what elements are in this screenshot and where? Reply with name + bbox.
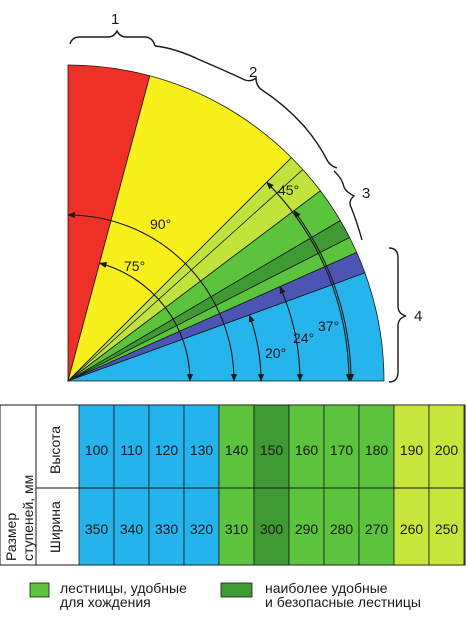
- legend-label-comfortable: лестницы, удобные для хождения: [60, 580, 191, 610]
- label-37: 37°: [318, 318, 339, 334]
- width-value: 270: [365, 521, 389, 537]
- height-cell: [218, 404, 255, 489]
- width-cell: [218, 487, 255, 566]
- height-cell: [323, 404, 360, 489]
- width-value: 340: [120, 521, 144, 537]
- height-value: 140: [225, 442, 249, 458]
- zone-number-3: 3: [362, 185, 370, 202]
- arc-24: [279, 285, 304, 382]
- height-value: 200: [435, 442, 459, 458]
- height-value: 130: [190, 442, 214, 458]
- height-cell: [148, 404, 185, 489]
- arc-20: [248, 314, 265, 382]
- row-header-height: Высота: [47, 426, 63, 474]
- height-value: 170: [330, 442, 354, 458]
- height-value: 150: [260, 442, 284, 458]
- height-cell: [393, 404, 430, 489]
- label-24: 24°: [293, 330, 314, 346]
- brace-1: [69, 29, 156, 47]
- width-value: 250: [435, 521, 459, 537]
- zone-braces: [69, 29, 407, 383]
- label-75: 75°: [124, 258, 145, 274]
- width-value: 300: [260, 521, 284, 537]
- zone-number-1: 1: [111, 11, 119, 28]
- height-value: 180: [365, 442, 389, 458]
- label-90: 90°: [150, 216, 171, 232]
- width-cell: [78, 487, 115, 566]
- zone-numbers: 1 2 3 4: [111, 11, 422, 325]
- row-header-size: Размер ступеней, мм: [3, 475, 36, 561]
- row-header-width: Ширина: [47, 501, 63, 553]
- height-cell: [113, 404, 150, 489]
- arc-75: [98, 262, 194, 382]
- angle-labels: 90° 75° 45° 37° 24° 20°: [124, 182, 339, 361]
- height-value: 110: [120, 442, 143, 458]
- width-value: 290: [295, 521, 319, 537]
- width-cell: [323, 487, 360, 566]
- table-cells: 100 350 110 340 120 330 130 320 140 310 150 300 160 2…: [78, 404, 465, 566]
- width-value: 280: [330, 521, 354, 537]
- legend-swatch-safest: [220, 582, 253, 598]
- label-45: 45°: [278, 182, 299, 198]
- width-value: 310: [225, 521, 249, 537]
- height-cell: [288, 404, 325, 489]
- height-cell: [253, 404, 290, 489]
- angle-arrows: [67, 181, 355, 382]
- width-value: 350: [85, 521, 109, 537]
- width-cell: [253, 487, 290, 566]
- legend: лестницы, удобные для хождения наиболее …: [29, 580, 421, 610]
- width-value: 320: [190, 521, 214, 537]
- step-size-table: 100 350 110 340 120 330 130 320 140 310 150 300 160 2…: [0, 404, 466, 566]
- height-value: 100: [85, 442, 109, 458]
- height-value: 190: [400, 442, 424, 458]
- brace-2: [154, 45, 338, 169]
- zone-number-2: 2: [249, 64, 257, 81]
- width-value: 260: [400, 521, 424, 537]
- width-cell: [113, 487, 150, 566]
- legend-label-safest: наиболее удобные и безопасные лестницы: [265, 580, 421, 610]
- width-cell: [358, 487, 395, 566]
- label-20: 20°: [265, 345, 286, 361]
- arc-37: [293, 210, 355, 382]
- legend-swatch-comfortable: [29, 582, 50, 598]
- height-cell: [358, 404, 395, 489]
- width-value: 330: [155, 521, 179, 537]
- height-cell: [78, 404, 115, 489]
- height-value: 160: [295, 442, 319, 458]
- brace-3: [333, 170, 363, 241]
- height-value: 120: [155, 442, 179, 458]
- brace-4: [388, 247, 407, 383]
- zone-number-4: 4: [414, 308, 422, 325]
